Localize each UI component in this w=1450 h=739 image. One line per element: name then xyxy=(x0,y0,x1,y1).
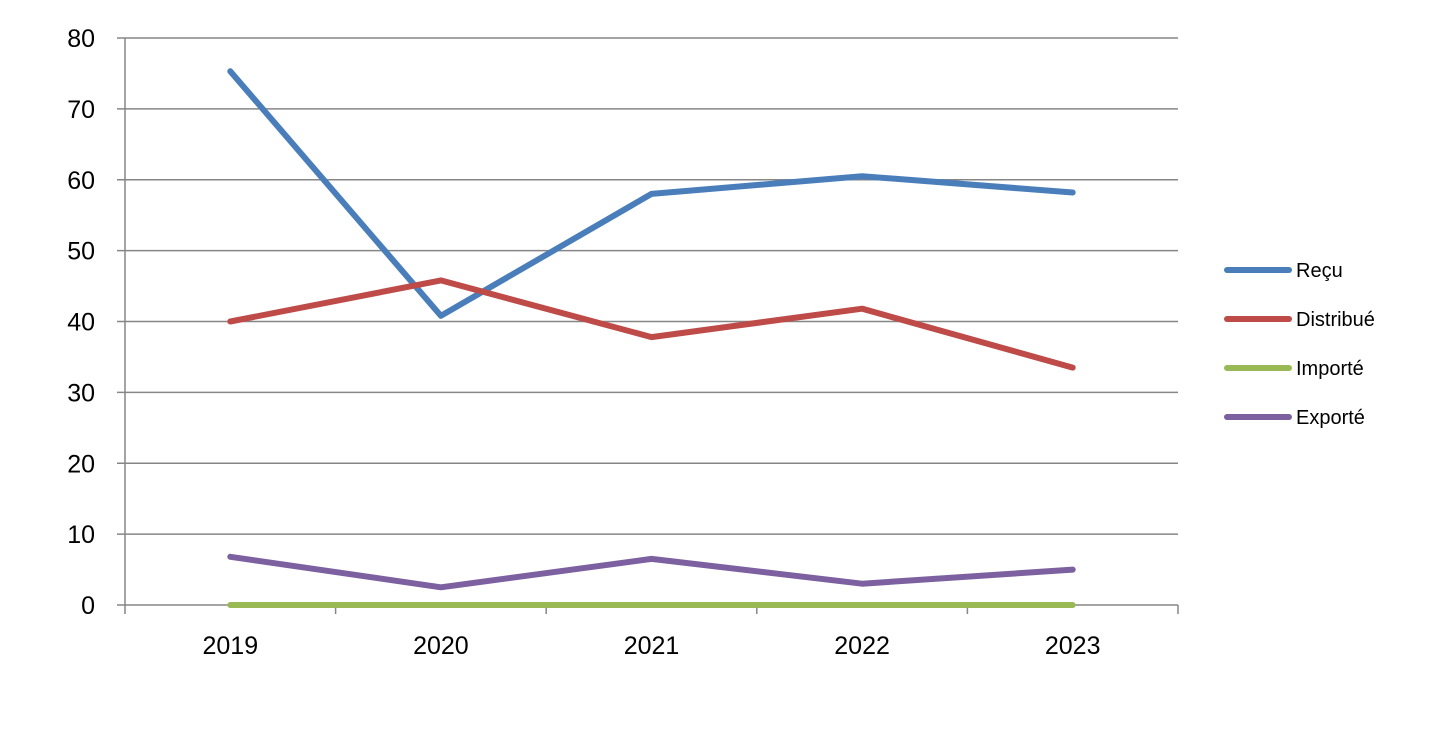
series-line-1 xyxy=(227,277,1076,371)
legend-item: Reçu xyxy=(1224,260,1343,282)
y-tick-label: 40 xyxy=(67,309,95,337)
y-tick-label: 10 xyxy=(67,521,95,549)
x-tick-label: 2020 xyxy=(413,632,469,660)
x-tick-label: 2023 xyxy=(1045,632,1101,660)
y-tick-label: 30 xyxy=(67,379,95,407)
legend-label: Exporté xyxy=(1296,407,1365,429)
legend-label: Importé xyxy=(1296,358,1364,380)
legend-item: Importé xyxy=(1224,358,1364,380)
legend-label: Distribué xyxy=(1296,309,1375,331)
series-line-0 xyxy=(227,68,1076,319)
y-tick-label: 50 xyxy=(67,238,95,266)
series-lines xyxy=(227,68,1076,608)
legend-label: Reçu xyxy=(1296,260,1343,282)
legend: Reçu Distribué Importé Exporté xyxy=(1224,260,1375,429)
y-tick-label: 80 xyxy=(67,25,95,53)
gridlines xyxy=(117,37,1178,535)
legend-item: Distribué xyxy=(1224,309,1375,331)
series-line-3 xyxy=(227,553,1076,591)
x-tick-label: 2019 xyxy=(202,632,258,660)
x-tick-label: 2022 xyxy=(834,632,890,660)
y-tick-label: 0 xyxy=(81,592,95,620)
axes: 0 10 20 30 40 50 60 70 80 2019 2020 2021 2022 2023 xyxy=(67,25,1179,660)
x-tick-label: 2021 xyxy=(624,632,680,660)
y-tick-label: 20 xyxy=(67,450,95,478)
y-tick-label: 70 xyxy=(67,96,95,124)
y-tick-label: 60 xyxy=(67,167,95,195)
legend-item: Exporté xyxy=(1224,407,1365,429)
